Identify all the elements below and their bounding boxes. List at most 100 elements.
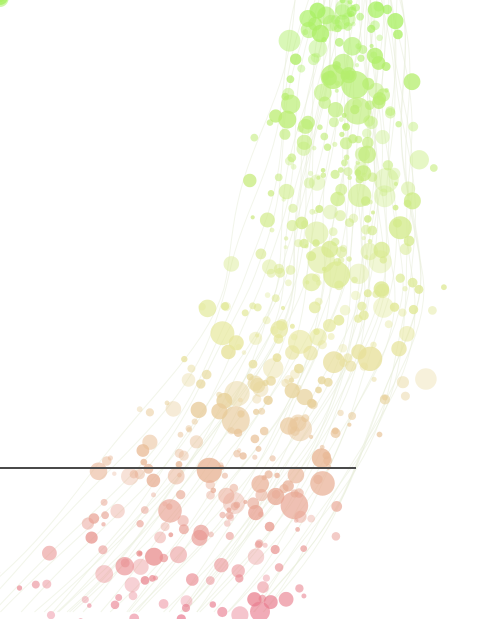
particle-bubble xyxy=(323,261,351,289)
particle-bubble xyxy=(376,431,383,438)
particle-bubble xyxy=(259,212,275,228)
particle-bubble xyxy=(296,388,313,406)
particle-bubble xyxy=(339,244,348,253)
particle-bubble xyxy=(254,540,263,549)
particle-bubble xyxy=(323,204,338,220)
particle-bubble xyxy=(264,470,273,479)
particle-bubble xyxy=(319,444,325,450)
particle-bubble xyxy=(328,117,339,128)
particle-bubble xyxy=(31,580,40,589)
particle-bubble xyxy=(191,529,208,546)
particle-bubble xyxy=(205,480,215,490)
particle-bubble xyxy=(317,124,323,130)
particle-bubble xyxy=(330,169,340,179)
particle-bubble xyxy=(415,368,437,390)
particle-bubble xyxy=(0,0,9,7)
particle-bubble xyxy=(145,408,154,417)
particle-bubble xyxy=(185,425,193,432)
particle-bubble xyxy=(395,273,405,283)
particle-bubble xyxy=(124,577,140,593)
particle-bubble xyxy=(385,106,396,116)
particle-bubble xyxy=(136,550,143,557)
particle-bubble xyxy=(323,456,333,466)
particle-bubble xyxy=(384,320,393,329)
particle-bubble xyxy=(275,267,286,278)
particle-bubble xyxy=(372,95,386,110)
particle-bubble xyxy=(225,531,234,541)
particle-bubble xyxy=(81,596,89,604)
particle-bubble xyxy=(285,265,296,275)
particle-bubble xyxy=(262,259,277,275)
particle-bubble xyxy=(198,302,206,311)
particle-bubble xyxy=(328,227,338,237)
particle-bubble xyxy=(291,333,298,341)
particle-bubble xyxy=(224,520,231,527)
particle-bubble xyxy=(373,1,384,12)
particle-bubble xyxy=(392,204,399,211)
particle-bubble xyxy=(354,135,363,144)
particle-bubble xyxy=(327,333,335,340)
particle-bubble xyxy=(379,188,388,197)
particle-bubble xyxy=(343,154,350,161)
particle-bubble xyxy=(140,458,148,466)
particle-bubble xyxy=(357,54,365,62)
particle-bubble xyxy=(322,14,340,32)
particle-bubble xyxy=(393,181,398,186)
particle-bubble xyxy=(373,185,396,208)
particle-bubble xyxy=(414,284,424,294)
particle-bubble xyxy=(341,159,348,167)
particle-bubble xyxy=(255,248,267,260)
particle-bubble xyxy=(174,448,184,458)
particle-bubble xyxy=(316,175,321,180)
particle-bubble xyxy=(269,109,283,123)
particle-bubble xyxy=(145,547,163,566)
particle-bubble xyxy=(334,80,340,86)
particle-bubble xyxy=(219,511,226,519)
flow-trail xyxy=(128,0,358,613)
particle-bubble xyxy=(354,169,362,177)
particle-bubble xyxy=(288,377,295,383)
particle-bubble xyxy=(364,215,372,223)
particle-bubble xyxy=(241,309,249,317)
particle-bubble xyxy=(334,210,346,222)
particle-bubbles xyxy=(0,0,447,619)
particle-bubble xyxy=(237,410,245,418)
particle-bubble xyxy=(89,462,108,481)
particle-bubble xyxy=(334,4,351,20)
particle-bubble xyxy=(243,173,257,188)
particle-bubble xyxy=(308,53,320,66)
particle-bubble xyxy=(221,301,231,312)
particle-bubble xyxy=(250,215,255,220)
particle-bubble xyxy=(337,167,344,173)
particle-bubble xyxy=(266,268,276,278)
particle-bubble xyxy=(257,581,269,593)
particle-bubble xyxy=(255,333,260,338)
particle-bubble xyxy=(290,53,302,65)
particle-bubble xyxy=(332,61,341,70)
particle-bubble xyxy=(302,273,321,292)
particle-bubble xyxy=(226,507,232,513)
particle-bubble xyxy=(335,14,350,30)
particle-bubble xyxy=(214,558,229,573)
particle-bubble xyxy=(140,506,149,514)
particle-bubble xyxy=(381,62,391,71)
particle-bubble xyxy=(320,132,329,141)
particle-bubble xyxy=(151,492,156,498)
particle-bubble xyxy=(100,498,108,506)
particle-bubble xyxy=(330,428,341,439)
particle-bubble xyxy=(191,418,198,425)
particle-bubble xyxy=(320,168,326,173)
particle-bubble xyxy=(358,45,368,54)
particle-bubble xyxy=(112,471,117,476)
particle-bubble xyxy=(175,461,183,468)
particle-bubble xyxy=(371,210,375,215)
particle-bubble xyxy=(136,520,144,528)
particle-bubble xyxy=(342,123,348,129)
particle-bubble xyxy=(367,225,378,236)
particle-bubble xyxy=(284,375,294,385)
particle-bubble xyxy=(303,177,315,189)
particle-bubble xyxy=(170,546,187,564)
particle-bubble xyxy=(409,150,429,170)
particle-bubble xyxy=(250,133,259,142)
flow-trail xyxy=(249,0,417,613)
